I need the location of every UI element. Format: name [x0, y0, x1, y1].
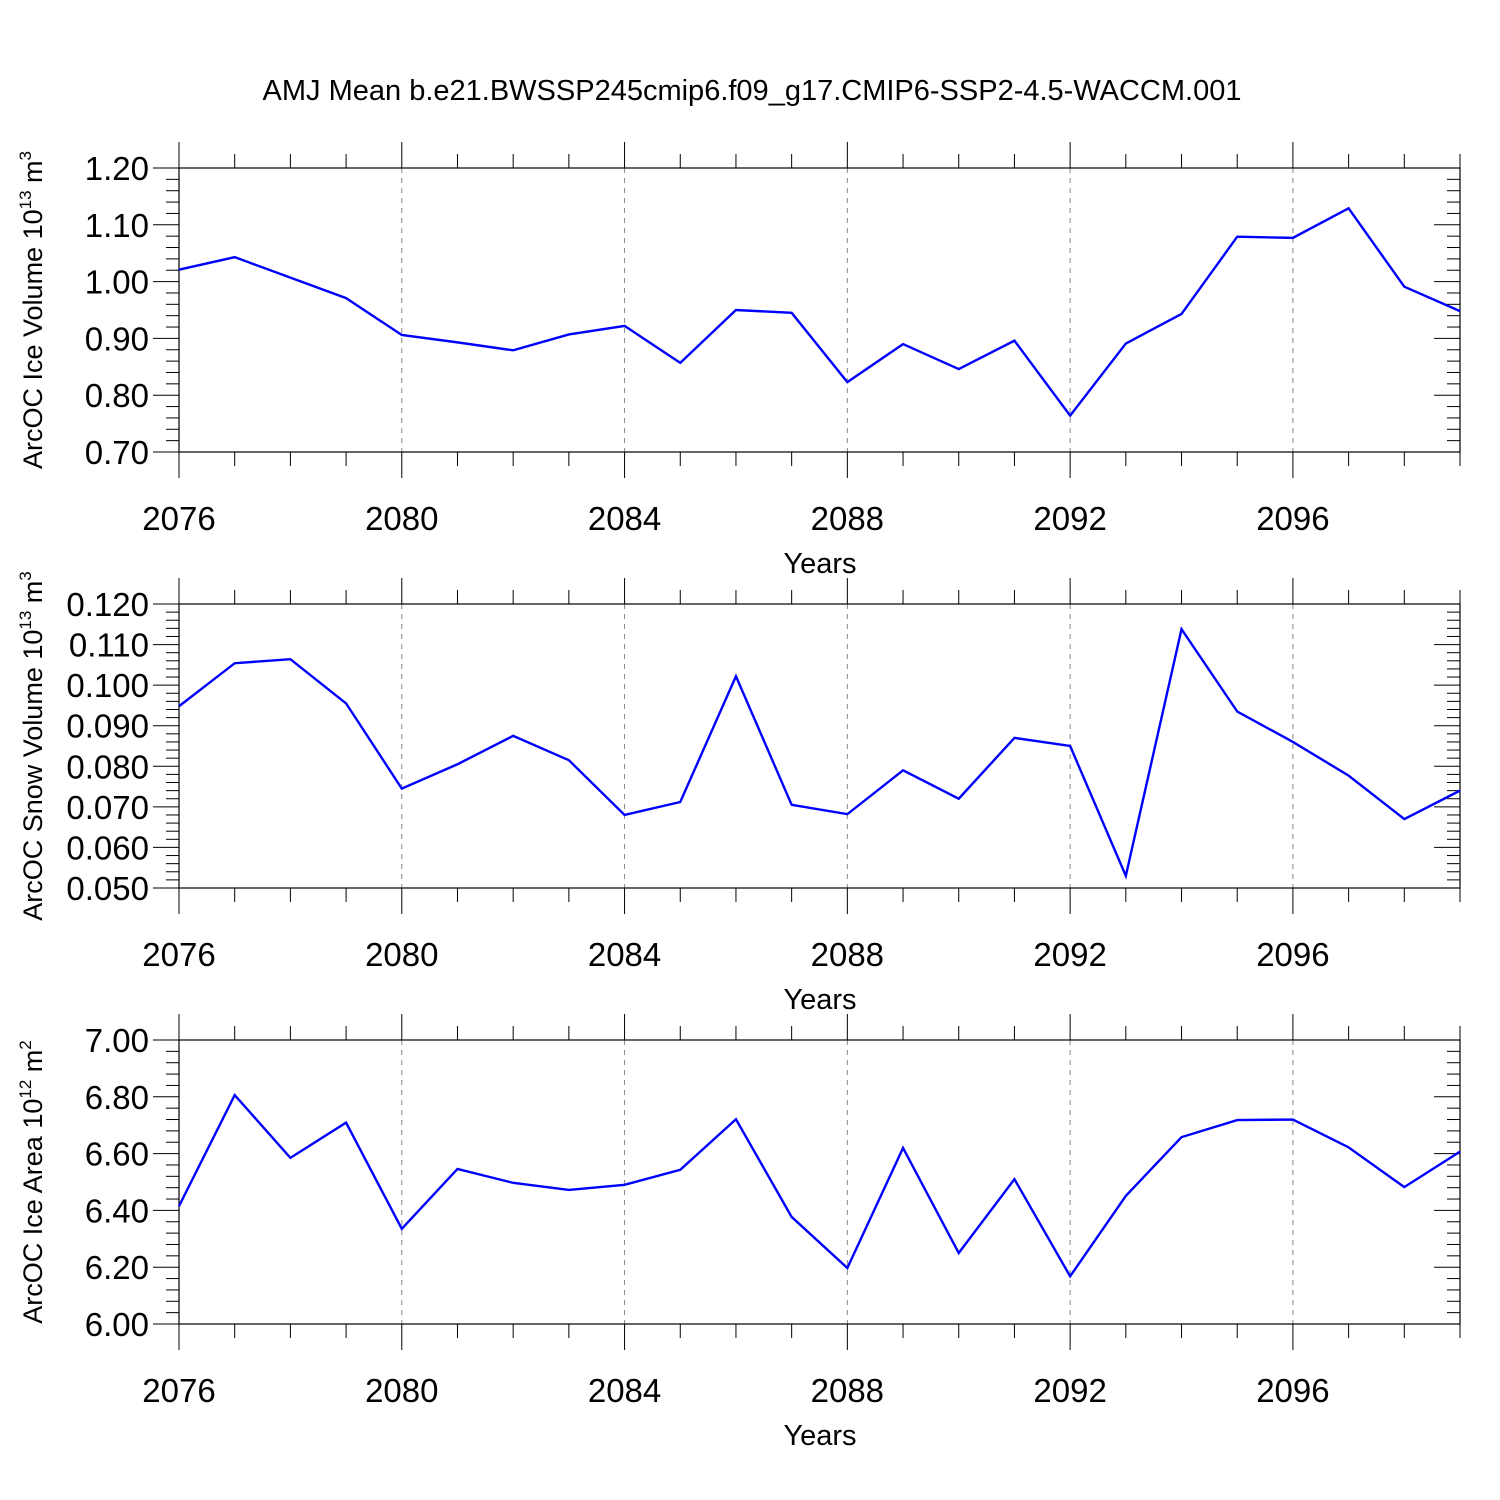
y-tick-label: 0.090: [66, 708, 149, 745]
y-tick-label: 6.60: [85, 1136, 149, 1173]
x-tick-label: 2076: [142, 1372, 215, 1409]
x-tick-label: 2080: [365, 1372, 438, 1409]
y-tick-label: 0.120: [66, 586, 149, 623]
y-tick-label: 6.80: [85, 1079, 149, 1116]
x-tick-label: 2096: [1256, 936, 1329, 973]
x-tick-label: 2088: [811, 1372, 884, 1409]
x-tick-label: 2092: [1033, 500, 1106, 537]
y-axis-label-exponent: 12: [16, 1080, 35, 1099]
y-tick-label: 0.110: [69, 627, 149, 664]
x-axis-label: Years: [783, 1420, 856, 1452]
x-tick-label: 2096: [1256, 1372, 1329, 1409]
y-axis-label: ArcOC Snow Volume 1013 m3: [16, 571, 48, 921]
x-tick-label: 2084: [588, 500, 661, 537]
x-tick-label: 2084: [588, 1372, 661, 1409]
y-tick-label: 6.40: [85, 1192, 149, 1229]
y-tick-label: 7.00: [85, 1022, 149, 1059]
y-tick-label: 1.20: [85, 150, 149, 187]
series-line: [178, 626, 1461, 880]
y-axis-label-unit: m: [18, 1050, 48, 1080]
panel-1: 2076 2080 2084 2088 2092 2096 Years 0.70 0.80 0.9…: [16, 142, 1461, 580]
panel-3: 2076 2080 2084 2088 2092 2096 Years 6.00 6.20 6.4…: [16, 1014, 1461, 1452]
y-tick-label: 0.060: [66, 829, 149, 866]
y-tick-label: 0.100: [66, 667, 149, 704]
x-axis-label: Years: [783, 548, 856, 580]
x-tick-label: 2076: [142, 936, 215, 973]
y-axis-label-unit-exponent: 3: [16, 571, 35, 580]
y-tick-label: 6.20: [85, 1249, 149, 1286]
y-tick-label: 0.080: [66, 748, 149, 785]
y-axis-label-unit: m: [18, 581, 48, 611]
x-tick-label: 2088: [811, 936, 884, 973]
y-tick-label: 1.00: [85, 264, 149, 301]
y-tick-label: 0.70: [85, 434, 149, 471]
series-line: [178, 206, 1461, 418]
y-axis-label-exponent: 13: [16, 611, 35, 630]
plot-frame: [178, 167, 1461, 453]
series-line: [177, 1092, 1461, 1279]
panel-2: 2076 2080 2084 2088 2092 2096Years0.0500.0600…: [16, 571, 1461, 1016]
x-tick-label: 2084: [588, 936, 661, 973]
y-axis-label-text: ArcOC Ice Area 10: [18, 1099, 48, 1324]
x-tick-label: 2076: [142, 500, 215, 537]
y-axis-label: ArcOC Ice Area 1012 m2: [16, 1040, 48, 1324]
x-axis-label: Years: [783, 984, 856, 1016]
y-tick-label: 6.00: [85, 1306, 149, 1343]
x-tick-label: 2080: [365, 500, 438, 537]
y-axis-label: ArcOC Ice Volume 1013 m3: [16, 151, 48, 469]
plot-frame: [178, 603, 1461, 889]
y-tick-label: 0.90: [85, 320, 149, 357]
y-axis-label-exponent: 13: [16, 190, 35, 209]
y-tick-label: 1.10: [85, 207, 149, 244]
y-axis-label-unit-exponent: 3: [16, 151, 35, 160]
y-tick-label: 0.070: [66, 789, 149, 826]
x-tick-label: 2092: [1033, 1372, 1106, 1409]
y-axis-label-text: ArcOC Snow Volume 10: [18, 630, 48, 921]
y-axis-label-unit-exponent: 2: [16, 1040, 35, 1049]
y-axis-label-unit: m: [18, 160, 48, 190]
y-tick-label: 0.050: [66, 870, 149, 907]
x-tick-label: 2096: [1256, 500, 1329, 537]
y-axis-label-text: ArcOC Ice Volume 10: [18, 209, 48, 469]
x-tick-label: 2088: [811, 500, 884, 537]
plot-frame: [178, 1039, 1461, 1325]
y-tick-label: 0.80: [85, 377, 149, 414]
chart-title: AMJ Mean b.e21.BWSSP245cmip6.f09_g17.CMI…: [263, 75, 1242, 107]
x-tick-label: 2092: [1033, 936, 1106, 973]
x-tick-label: 2080: [365, 936, 438, 973]
